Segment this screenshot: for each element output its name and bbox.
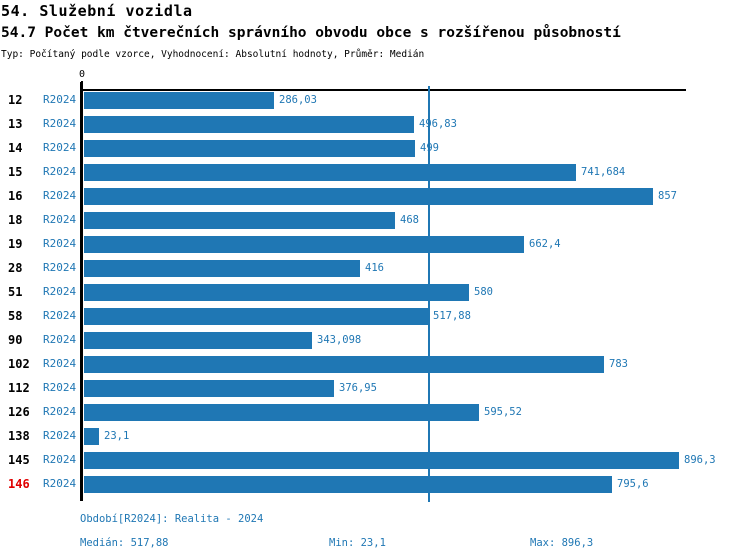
bar-value-label: 23,1 <box>104 430 130 442</box>
row-series-label: R2024 <box>43 189 77 202</box>
bar <box>84 355 604 373</box>
bar <box>84 307 428 325</box>
chart-row: 112 R2024 376,95 <box>0 376 750 400</box>
row-category-label: 145 <box>8 453 30 467</box>
indicator-title: 54.7 Počet km čtverečních správního obvo… <box>1 25 621 41</box>
bar-value-label: 783 <box>609 358 628 370</box>
y-axis-line <box>80 82 83 501</box>
row-category-label: 146 <box>8 477 30 491</box>
bar <box>84 211 395 229</box>
chart-row: 16 R2024 857 <box>0 184 750 208</box>
row-series-label: R2024 <box>43 357 77 370</box>
bar-value-label: 580 <box>474 286 493 298</box>
bar <box>84 259 360 277</box>
row-category-label: 126 <box>8 405 30 419</box>
chart-row: 145 R2024 896,3 <box>0 448 750 472</box>
row-series-label: R2024 <box>43 429 77 442</box>
bar <box>84 235 524 253</box>
bar <box>84 187 653 205</box>
row-category-label: 16 <box>8 189 23 203</box>
chart-row: 90 R2024 343,098 <box>0 328 750 352</box>
chart-row: 14 R2024 499 <box>0 136 750 160</box>
chart-row: 15 R2024 741,684 <box>0 160 750 184</box>
bar-value-label: 286,03 <box>279 94 317 106</box>
bar <box>84 283 469 301</box>
footer-median: Medián: 517,88 <box>80 537 169 549</box>
bar-value-label: 496,83 <box>419 118 457 130</box>
bar <box>84 115 414 133</box>
row-series-label: R2024 <box>43 141 77 154</box>
bar <box>84 451 679 469</box>
row-series-label: R2024 <box>43 93 77 106</box>
row-category-label: 138 <box>8 429 30 443</box>
bar <box>84 379 334 397</box>
bar <box>84 139 415 157</box>
row-series-label: R2024 <box>43 285 77 298</box>
row-category-label: 112 <box>8 381 30 395</box>
row-series-label: R2024 <box>43 309 77 322</box>
bar <box>84 163 576 181</box>
row-category-label: 18 <box>8 213 23 227</box>
chart-row: 19 R2024 662,4 <box>0 232 750 256</box>
bar-value-label: 499 <box>420 142 439 154</box>
row-series-label: R2024 <box>43 405 77 418</box>
chart-row: 51 R2024 580 <box>0 280 750 304</box>
bar-value-label: 376,95 <box>339 382 377 394</box>
x-axis-zero-label: 0 <box>78 69 86 80</box>
bar <box>84 427 99 445</box>
bar-value-label: 741,684 <box>581 166 626 178</box>
chart-row: 58 R2024 517,88 <box>0 304 750 328</box>
chart-row: 126 R2024 595,52 <box>0 400 750 424</box>
chart-row: 146 R2024 795,6 <box>0 472 750 496</box>
row-series-label: R2024 <box>43 165 77 178</box>
chart-row: 12 R2024 286,03 <box>0 88 750 112</box>
bar <box>84 331 312 349</box>
bar-value-label: 468 <box>400 214 419 226</box>
chart-row: 18 R2024 468 <box>0 208 750 232</box>
row-category-label: 90 <box>8 333 23 347</box>
bar-value-label: 343,098 <box>317 334 362 346</box>
row-category-label: 14 <box>8 141 23 155</box>
row-series-label: R2024 <box>43 261 77 274</box>
footer-min: Min: 23,1 <box>329 537 386 549</box>
report-section-title: 54. Služební vozidla <box>1 2 193 20</box>
bar-value-label: 517,88 <box>433 310 471 322</box>
row-series-label: R2024 <box>43 237 77 250</box>
row-category-label: 15 <box>8 165 23 179</box>
chart-row: 102 R2024 783 <box>0 352 750 376</box>
row-category-label: 12 <box>8 93 23 107</box>
chart-row: 13 R2024 496,83 <box>0 112 750 136</box>
row-series-label: R2024 <box>43 453 77 466</box>
bar-value-label: 896,3 <box>684 454 716 466</box>
bar-value-label: 795,6 <box>617 478 649 490</box>
row-category-label: 28 <box>8 261 23 275</box>
bar <box>84 91 274 109</box>
row-category-label: 102 <box>8 357 30 371</box>
row-category-label: 58 <box>8 309 23 323</box>
row-series-label: R2024 <box>43 333 77 346</box>
x-axis-top-border <box>80 89 686 91</box>
footer-max: Max: 896,3 <box>530 537 594 549</box>
bar-value-label: 595,52 <box>484 406 522 418</box>
row-series-label: R2024 <box>43 213 77 226</box>
footer-period: Období[R2024]: Realita - 2024 <box>80 513 264 525</box>
row-category-label: 13 <box>8 117 23 131</box>
row-series-label: R2024 <box>43 381 77 394</box>
bar <box>84 403 479 421</box>
chart-row: 28 R2024 416 <box>0 256 750 280</box>
row-series-label: R2024 <box>43 477 77 490</box>
bar-value-label: 416 <box>365 262 384 274</box>
chart-row: 138 R2024 23,1 <box>0 424 750 448</box>
chart-rows: 12 R2024 286,03 13 R2024 496,83 14 R2024 499 15 R2… <box>0 88 750 496</box>
bar-value-label: 857 <box>658 190 677 202</box>
bar <box>84 475 612 493</box>
row-category-label: 19 <box>8 237 23 251</box>
row-category-label: 51 <box>8 285 23 299</box>
row-series-label: R2024 <box>43 117 77 130</box>
indicator-meta: Typ: Počítaný podle vzorce, Vyhodnocení:… <box>1 49 425 60</box>
bar-value-label: 662,4 <box>529 238 561 250</box>
